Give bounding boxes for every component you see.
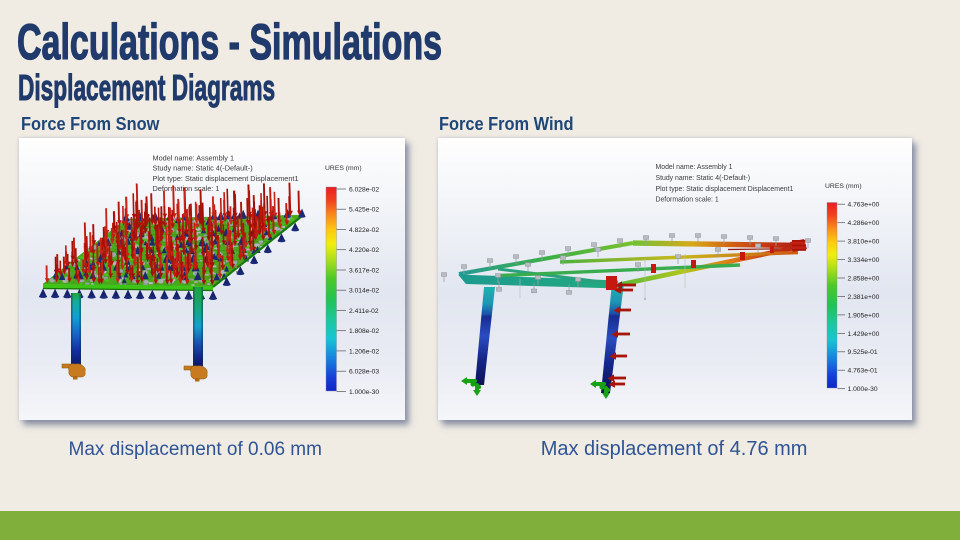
svg-text:2.381e+00: 2.381e+00 (848, 294, 880, 301)
svg-text:1.905e+00: 1.905e+00 (848, 312, 880, 319)
svg-text:3.014e-02: 3.014e-02 (349, 288, 379, 295)
svg-text:3.810e+00: 3.810e+00 (848, 239, 880, 246)
svg-text:Plot type: Static displacement: Plot type: Static displacement Displacem… (656, 186, 794, 193)
svg-text:2.858e+00: 2.858e+00 (848, 275, 880, 282)
svg-text:4.822e-02: 4.822e-02 (349, 227, 379, 234)
svg-text:4.220e-02: 4.220e-02 (349, 247, 379, 254)
svg-text:2.411e-02: 2.411e-02 (349, 308, 379, 315)
svg-text:1.429e+00: 1.429e+00 (848, 331, 880, 338)
svg-text:4.763e-01: 4.763e-01 (848, 368, 878, 375)
svg-text:Study name: Static 4(-Default-: Study name: Static 4(-Default-) (153, 164, 253, 173)
svg-text:9.525e-01: 9.525e-01 (848, 349, 878, 356)
svg-text:1.000e-30: 1.000e-30 (848, 386, 878, 393)
svg-text:Plot type: Static displacement: Plot type: Static displacement Displacem… (153, 174, 299, 183)
svg-text:URES (mm): URES (mm) (325, 165, 362, 172)
svg-text:Model name: Assembly 1: Model name: Assembly 1 (153, 153, 235, 162)
svg-text:3.617e-02: 3.617e-02 (349, 267, 379, 274)
svg-text:1.000e-30: 1.000e-30 (349, 389, 379, 396)
svg-text:4.763e+00: 4.763e+00 (848, 202, 880, 209)
svg-text:6.028e-02: 6.028e-02 (349, 186, 379, 193)
svg-text:1.808e-02: 1.808e-02 (349, 328, 379, 335)
svg-text:Model name: Assembly 1: Model name: Assembly 1 (656, 164, 733, 171)
svg-text:3.334e+00: 3.334e+00 (848, 257, 880, 264)
svg-text:4.286e+00: 4.286e+00 (848, 220, 880, 227)
svg-text:1.206e-02: 1.206e-02 (349, 348, 379, 355)
svg-text:Study name: Static 4(-Default-: Study name: Static 4(-Default-) (656, 175, 751, 182)
svg-text:Deformation scale: 1: Deformation scale: 1 (153, 184, 220, 193)
svg-text:6.028e-03: 6.028e-03 (349, 369, 379, 376)
svg-text:URES (mm): URES (mm) (825, 183, 862, 190)
svg-text:5.425e-02: 5.425e-02 (349, 207, 379, 214)
svg-text:Deformation scale: 1: Deformation scale: 1 (656, 197, 719, 204)
